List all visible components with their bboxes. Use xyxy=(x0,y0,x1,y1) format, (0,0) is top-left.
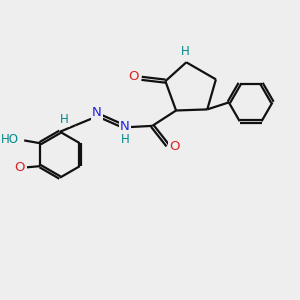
Text: O: O xyxy=(15,161,25,174)
Text: O: O xyxy=(128,70,139,83)
Text: H: H xyxy=(181,45,189,58)
Text: H: H xyxy=(121,133,129,146)
Text: N: N xyxy=(92,106,102,119)
Text: N: N xyxy=(120,120,130,133)
Text: H: H xyxy=(60,113,69,126)
Text: HO: HO xyxy=(1,133,19,146)
Text: O: O xyxy=(169,140,180,153)
